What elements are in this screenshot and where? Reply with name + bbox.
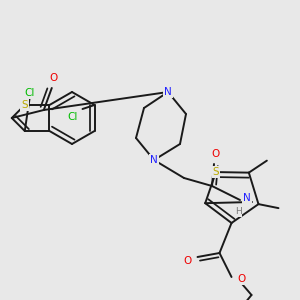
Text: N: N: [164, 87, 172, 97]
Text: O: O: [50, 73, 58, 83]
Text: O: O: [183, 256, 192, 266]
Text: H: H: [235, 208, 242, 217]
Text: O: O: [237, 274, 246, 284]
Text: S: S: [213, 167, 219, 177]
Text: Cl: Cl: [25, 88, 35, 98]
Text: Cl: Cl: [67, 112, 78, 122]
Text: N: N: [150, 155, 158, 165]
Text: S: S: [22, 100, 28, 110]
Text: N: N: [243, 193, 251, 203]
Text: O: O: [212, 149, 220, 159]
